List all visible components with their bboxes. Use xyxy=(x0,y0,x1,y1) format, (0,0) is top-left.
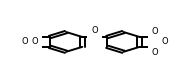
Text: O: O xyxy=(31,38,38,47)
Text: O: O xyxy=(31,37,38,46)
Text: O: O xyxy=(152,27,159,36)
Text: O: O xyxy=(21,37,28,46)
Text: O: O xyxy=(152,48,159,57)
Text: O: O xyxy=(162,37,169,46)
Text: O: O xyxy=(92,26,98,35)
